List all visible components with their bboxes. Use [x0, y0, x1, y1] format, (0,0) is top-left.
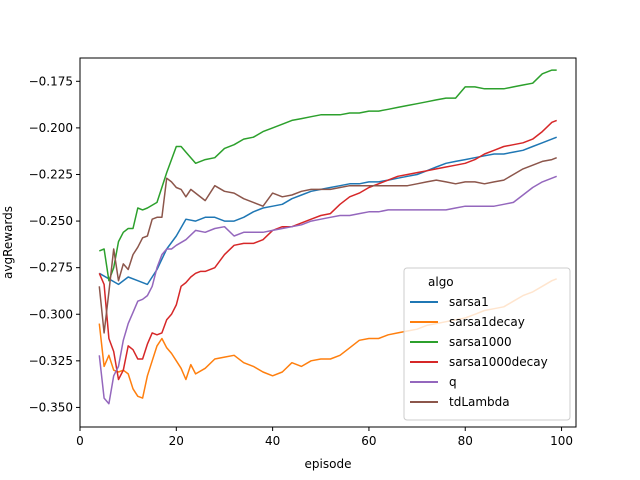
series-line-sarsa1000	[99, 69, 557, 282]
series-line-q	[98, 175, 557, 405]
series-line-sarsa1	[98, 136, 557, 286]
x-tick-label: 0	[76, 434, 84, 448]
legend-title: algo	[428, 275, 454, 289]
x-tick-label: 80	[458, 434, 473, 448]
legend-label-sarsa1000decay: sarsa1000decay	[449, 355, 548, 369]
legend-label-sarsa1decay: sarsa1decay	[449, 315, 525, 329]
y-tick-label: −0.300	[29, 307, 73, 321]
x-axis-ticks: 0 20 40 60 80 100	[76, 427, 573, 448]
legend-label-sarsa1000: sarsa1000	[449, 335, 512, 349]
y-axis-ticks: −0.350 −0.325 −0.300 −0.275 −0.250 −0.225 −0.2…	[29, 74, 80, 414]
x-tick-label: 60	[361, 434, 376, 448]
x-tick-label: 20	[169, 434, 184, 448]
y-tick-label: −0.200	[29, 121, 73, 135]
x-axis-label: episode	[305, 457, 352, 471]
series-line-tdLambda	[98, 157, 557, 334]
y-tick-label: −0.325	[29, 354, 73, 368]
y-axis-label: avgRewards	[1, 206, 15, 279]
y-tick-label: −0.250	[29, 214, 73, 228]
legend-box	[403, 267, 571, 421]
y-tick-label: −0.275	[29, 261, 73, 275]
plot-area	[79, 57, 577, 428]
x-tick-label: 40	[265, 434, 280, 448]
legend: algo sarsa1 sarsa1decay sarsa1000 sarsa1000…	[403, 267, 571, 421]
y-tick-label: −0.225	[29, 167, 73, 181]
legend-label-sarsa1: sarsa1	[449, 295, 489, 309]
y-tick-label: −0.175	[29, 74, 73, 88]
axes-frame	[79, 57, 577, 428]
legend-label-q: q	[449, 375, 457, 389]
x-tick-label: 100	[550, 434, 573, 448]
y-tick-label: −0.350	[29, 400, 73, 414]
series-line-sarsa1000decay	[98, 119, 557, 381]
legend-label-tdLambda: tdLambda	[449, 395, 510, 409]
